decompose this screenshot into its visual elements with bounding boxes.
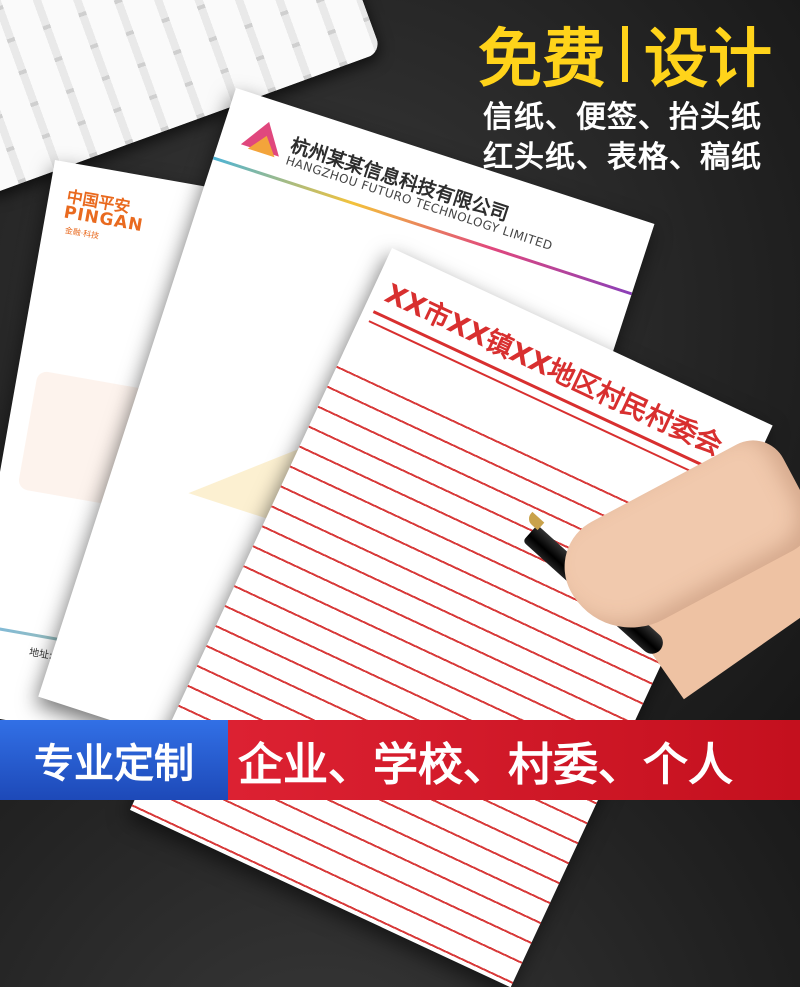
subtitle: 信纸、便签、抬头纸 <box>483 100 762 135</box>
badge: 专业定制 <box>0 720 228 800</box>
headline-text: 设计 <box>644 23 772 97</box>
separator <box>622 26 628 82</box>
headline-text: 免费 <box>478 23 606 97</box>
headline: 免费 设计 <box>478 8 772 100</box>
subtitle: 红头纸、表格、稿纸 <box>483 140 762 175</box>
title-rule <box>368 310 737 492</box>
audience: 企业、学校、村委、个人 <box>238 737 734 791</box>
